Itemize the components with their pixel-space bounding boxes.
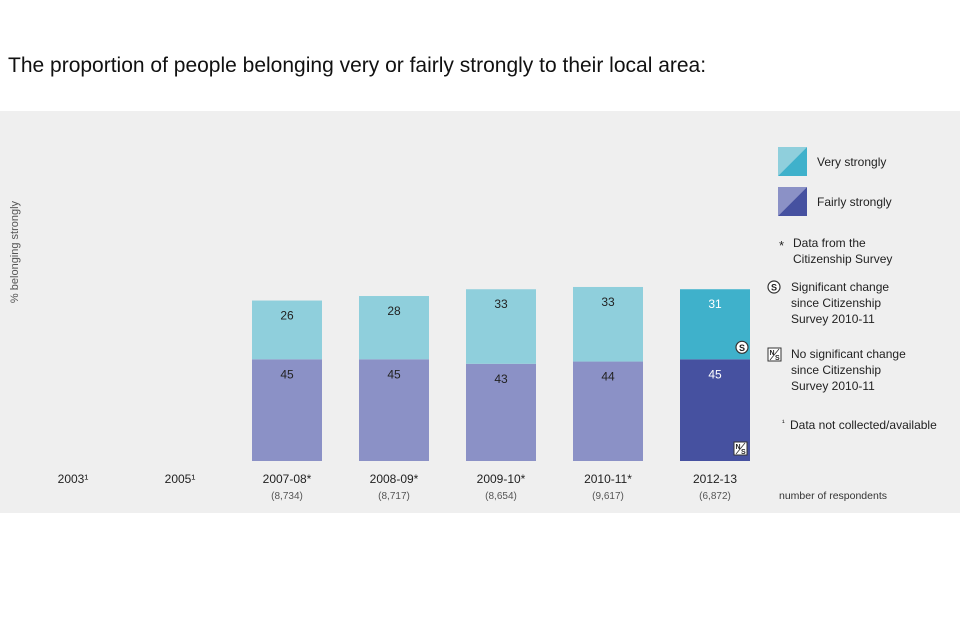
bar-fairly-3 bbox=[359, 359, 429, 461]
bar-very-2 bbox=[252, 300, 322, 360]
significant-change-icon-label: S bbox=[739, 343, 745, 353]
respondents-label-4: (8,654) bbox=[485, 491, 517, 502]
respondents-label-6: (6,872) bbox=[699, 491, 731, 502]
legend-no-significant-icon-slash bbox=[769, 348, 780, 361]
legend-note-symbol-0: * bbox=[779, 238, 784, 253]
legend-note-symbol-3: ¹ bbox=[782, 418, 785, 427]
data-label-fairly-6: 45 bbox=[708, 367, 722, 381]
legend-note-3-line-0: Data not collected/available bbox=[790, 418, 937, 432]
bar-fairly-5 bbox=[573, 361, 643, 461]
x-tick-label-6: 2012-13 bbox=[693, 472, 737, 486]
legend-no-significant-icon-n: N bbox=[770, 350, 775, 357]
data-label-fairly-4: 43 bbox=[494, 372, 508, 386]
bar-very-4 bbox=[466, 289, 536, 364]
legend-note-2-line-1: since Citizenship bbox=[791, 363, 881, 377]
data-label-very-4: 33 bbox=[494, 297, 508, 311]
data-label-very-2: 26 bbox=[280, 309, 294, 323]
no-significant-change-icon-n: N bbox=[736, 444, 741, 451]
legend-note-1-line-0: Significant change bbox=[791, 280, 889, 294]
significant-change-icon bbox=[735, 340, 749, 354]
legend-note-0-line-1: Citizenship Survey bbox=[793, 252, 892, 266]
legend-note-0-line-0: Data from the bbox=[793, 236, 866, 250]
x-tick-label-5: 2010-11* bbox=[584, 472, 632, 486]
legend-label-fairly: Fairly strongly bbox=[817, 195, 892, 209]
respondents-axis-label: number of respondents bbox=[779, 490, 887, 502]
x-tick-label-4: 2009-10* bbox=[477, 472, 526, 486]
legend-no-significant-icon-s: S bbox=[775, 355, 780, 362]
x-tick-label-2: 2007-08* bbox=[263, 472, 312, 486]
respondents-label-5: (9,617) bbox=[592, 491, 624, 502]
legend-swatch-fairly-dark bbox=[778, 187, 807, 216]
respondents-label-2: (8,734) bbox=[271, 491, 303, 502]
data-label-fairly-5: 44 bbox=[601, 370, 615, 384]
data-label-fairly-3: 45 bbox=[387, 367, 401, 381]
page-title: The proportion of people belonging very … bbox=[8, 54, 707, 77]
data-label-very-5: 33 bbox=[601, 295, 615, 309]
no-significant-change-icon-s: S bbox=[741, 449, 746, 456]
y-axis-label: % belonging strongly bbox=[9, 200, 21, 303]
legend-note-2-line-0: No significant change bbox=[791, 347, 906, 361]
x-tick-label-0: 2003¹ bbox=[58, 472, 89, 486]
legend-note-1-line-2: Survey 2010-11 bbox=[791, 312, 875, 326]
legend-swatch-very-dark bbox=[778, 147, 807, 176]
data-label-very-3: 28 bbox=[387, 304, 401, 318]
bar-fairly-4 bbox=[466, 363, 536, 461]
data-label-very-6: 31 bbox=[708, 297, 722, 311]
bar-very-5 bbox=[573, 286, 643, 362]
legend-note-2-line-2: Survey 2010-11 bbox=[791, 379, 875, 393]
bar-fairly-2 bbox=[252, 359, 322, 461]
legend-significant-icon-label: S bbox=[771, 283, 777, 293]
legend-note-1-line-1: since Citizenship bbox=[791, 296, 881, 310]
x-tick-label-1: 2005¹ bbox=[165, 472, 196, 486]
legend-significant-icon bbox=[767, 280, 781, 294]
no-significant-change-icon-slash bbox=[735, 442, 746, 455]
legend-label-very: Very strongly bbox=[817, 155, 886, 169]
respondents-label-3: (8,717) bbox=[378, 491, 410, 502]
data-label-fairly-2: 45 bbox=[280, 367, 294, 381]
x-tick-label-3: 2008-09* bbox=[370, 472, 419, 486]
bar-very-3 bbox=[359, 296, 429, 360]
